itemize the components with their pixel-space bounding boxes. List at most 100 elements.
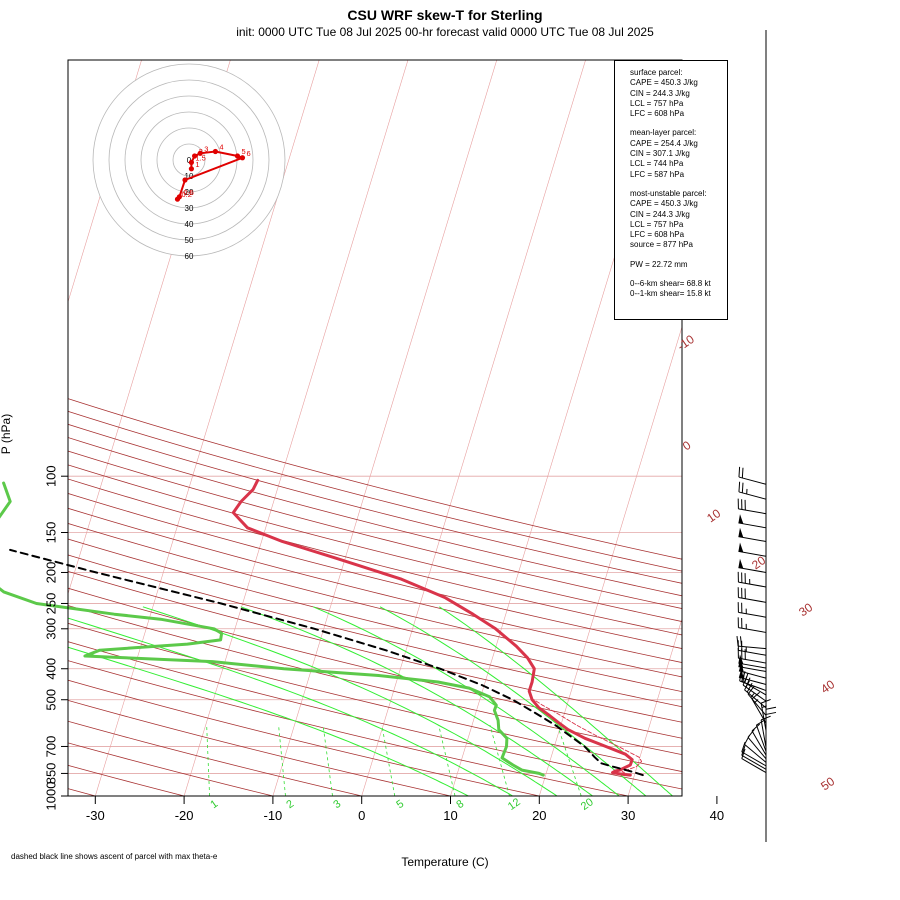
wind-barb — [738, 657, 767, 672]
hodograph-ring-label: 10 — [185, 172, 194, 181]
x-tick-label: -30 — [86, 808, 105, 823]
x-tick-label: -20 — [175, 808, 194, 823]
wind-barb — [741, 742, 767, 767]
most-unstable-header: most-unstable parcel: — [630, 188, 707, 198]
shear-0-1km: 0--1-km shear= 15.8 kt — [630, 289, 711, 299]
shear-0-6km: 0--6-km shear= 68.8 kt — [630, 279, 711, 289]
y-tick-label: 100 — [43, 465, 58, 487]
mixing-ratio-label: 20 — [579, 796, 596, 813]
mixing-ratio-line — [381, 724, 396, 796]
indices-panel: surface parcel: CAPE = 450.3 J/kg CIN = … — [614, 60, 728, 320]
surface-lfc: LFC = 608 hPa — [630, 109, 685, 119]
x-axis-title: Temperature (C) — [401, 855, 489, 869]
dry-adiabat — [68, 622, 682, 772]
dry-adiabat — [68, 538, 682, 693]
wind-barb — [765, 711, 777, 743]
x-tick-label: 20 — [532, 808, 546, 823]
hodograph-point-label: 1 — [195, 160, 199, 169]
hodograph-ring-label: 60 — [185, 252, 194, 261]
moist-adiabat — [142, 606, 558, 796]
surface-parcel-header: surface parcel: — [630, 68, 683, 77]
hodograph-ring-label: 50 — [185, 236, 194, 245]
plot-frame — [67, 59, 683, 797]
y-tick-label: 150 — [43, 522, 58, 544]
hodograph-ring — [108, 79, 270, 241]
wind-barb — [751, 723, 767, 756]
dry-adiabat-label: 30 — [796, 600, 815, 619]
surface-parcel-trace — [533, 699, 643, 776]
isotherm-line — [183, 60, 409, 796]
wind-barb — [737, 498, 767, 515]
dry-adiabat — [68, 523, 682, 678]
wind-barb — [737, 587, 767, 603]
hodograph-ring — [124, 95, 254, 225]
y-tick-label: 250 — [43, 593, 58, 615]
mixing-ratio-label: 5 — [394, 798, 406, 811]
most-unstable-lcl: LCL = 757 hPa — [630, 219, 684, 229]
hodograph-ring-label: 0 — [187, 156, 192, 165]
hodograph-point-label: 6 — [246, 149, 250, 158]
wind-barb — [737, 648, 767, 664]
hodograph-point — [182, 177, 188, 183]
dewpoint-profile — [0, 481, 545, 777]
moist-adiabat — [379, 606, 647, 796]
wind-barb — [755, 719, 767, 752]
hodograph-point — [174, 196, 181, 202]
isotherm-line — [361, 60, 586, 796]
mixing-ratio-label: 2 — [284, 798, 296, 811]
wind-barb — [738, 466, 767, 485]
moist-adiabat — [240, 606, 593, 796]
dry-adiabat — [68, 660, 629, 796]
wind-barb — [760, 715, 771, 748]
x-tick-label: 10 — [443, 808, 457, 823]
most-unstable-lfc: LFC = 608 hPa — [630, 230, 685, 240]
surface-cape: CAPE = 450.3 J/kg — [630, 78, 698, 88]
mixing-ratio-line — [489, 724, 510, 796]
hodograph-ring — [172, 143, 206, 177]
moist-adiabat — [439, 606, 673, 796]
x-tick-label: 40 — [710, 808, 724, 823]
mean-layer-cin: CIN = 307.1 J/kg — [630, 149, 690, 159]
wind-barb — [738, 481, 767, 500]
wind-barb — [760, 698, 771, 731]
wind-barb — [744, 680, 767, 709]
mixing-ratio-label: 3 — [331, 798, 343, 811]
hodograph-point — [192, 153, 198, 159]
dry-adiabat — [68, 788, 96, 796]
moist-adiabat — [313, 606, 620, 796]
x-tick-label: 30 — [621, 808, 635, 823]
wind-barb — [738, 514, 767, 529]
mixing-ratio-label: 8 — [454, 798, 466, 811]
hodograph-point — [239, 155, 246, 161]
hodograph-ring — [92, 63, 286, 257]
most-unstable-cin: CIN = 244.3 J/kg — [630, 209, 690, 219]
x-tick-label: 0 — [358, 808, 365, 823]
y-tick-label: 1000 — [43, 782, 58, 811]
mixing-ratio-label: 12 — [506, 796, 523, 813]
mixing-ratio-line — [206, 725, 210, 796]
hodograph-ring-label: 30 — [185, 204, 194, 213]
surface-lcl: LCL = 757 hPa — [630, 98, 684, 108]
mean-layer-lcl: LCL = 744 hPa — [630, 159, 684, 169]
wind-barb — [741, 748, 767, 774]
precipitable-water: PW = 22.72 mm — [630, 259, 688, 269]
wind-barb — [738, 542, 767, 557]
hodograph-point — [212, 148, 218, 155]
dry-adiabat — [68, 641, 682, 790]
chart-subtitle: init: 0000 UTC Tue 08 Jul 2025 00-hr for… — [236, 25, 654, 39]
mixing-ratio-line — [322, 724, 333, 796]
wind-barb — [744, 735, 767, 763]
y-tick-label: 500 — [43, 689, 58, 711]
mean-layer-cape: CAPE = 254.4 J/kg — [630, 138, 698, 148]
dry-adiabat — [68, 570, 682, 723]
chart-title: CSU WRF skew-T for Sterling — [347, 7, 543, 23]
x-tick-label: -10 — [264, 808, 283, 823]
footnote: dashed black line shows ascent of parcel… — [11, 852, 218, 861]
y-tick-label: 400 — [43, 658, 58, 680]
y-tick-label: 850 — [43, 763, 58, 785]
hodograph-point-label: 4 — [219, 143, 223, 152]
y-tick-label: 200 — [43, 562, 58, 584]
y-axis-title: P (hPa) — [0, 413, 14, 455]
